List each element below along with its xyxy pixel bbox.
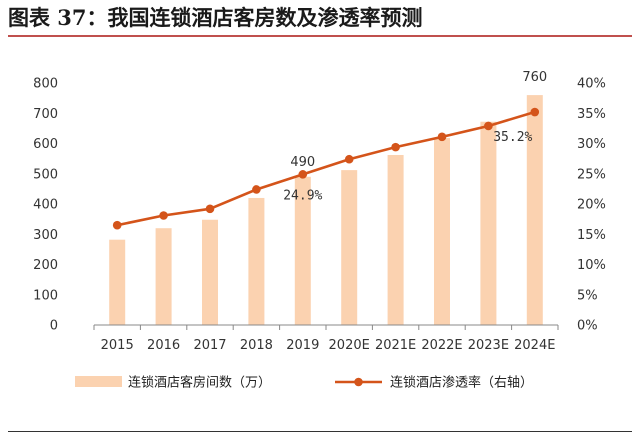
bar-2016 [155,228,172,325]
rate-point-2020E [344,154,354,164]
x-tick-2016: 2016 [147,338,180,353]
rate-point-2019 [298,170,308,179]
x-tick-2018: 2018 [240,338,273,353]
x-tick-2017: 2017 [193,338,226,353]
x-tick-2021E: 2021E [375,338,416,353]
x-tick-2019: 2019 [286,338,319,353]
bar-2024E [526,95,543,325]
rate-point-2018 [252,185,261,194]
bottom-divider [8,431,632,432]
labels-layer: 490 760 24.9% 35.2% [283,70,547,203]
rate-point-2024E [530,107,540,117]
y-left-tick-200: 200 [33,258,58,273]
bar-2020E [341,170,358,325]
x-tick-2024E: 2024E [514,338,555,353]
y-right-tick-40: 40% [577,77,606,92]
y-left-tick-500: 500 [33,167,58,182]
rate-line [116,110,536,227]
x-tick-2023E: 2023E [468,338,509,353]
y-left-tick-100: 100 [33,288,58,303]
y-left-tick-400: 400 [33,198,58,213]
legend-line-label: 连锁酒店渗透率（右轴） [390,375,533,391]
y-left-tick-600: 600 [33,137,58,152]
y-right-tick-0: 0% [577,319,598,334]
bar-2021E [387,154,404,325]
bar-2017 [202,219,218,325]
rate-point-2022E [437,132,447,142]
figure-title: 图表 37：我国连锁酒店客房数及渗透率预测 [8,5,423,30]
rate-point-2015 [112,220,122,230]
legend-bar-label: 连锁酒店客房间数（万） [128,375,271,391]
bar-2015 [109,239,126,325]
y-left-tick-300: 300 [33,228,58,243]
bars-layer [109,95,543,325]
y-right-tick-15: 15% [577,228,606,243]
y-right-tick-35: 35% [577,107,606,122]
bar-2023E [480,121,497,325]
legend-bar-swatch [75,376,122,387]
bar-value-label-2024E: 760 [522,70,547,85]
rate-point-2016 [159,211,168,220]
bar-value-label-2019: 490 [290,155,315,170]
bar-2022E [434,138,450,325]
axes-layer: 0 100 200 300 400 500 600 700 800 0% 5% 10% 15% 20% 25… [33,77,606,354]
y-right-tick-5: 5% [577,288,598,303]
title-divider [8,35,632,37]
y-right-tick-25: 25% [577,167,606,182]
y-right-tick-20: 20% [577,198,606,213]
legend: 连锁酒店客房间数（万） 连锁酒店渗透率（右轴） [75,375,533,391]
x-tick-2022E: 2022E [421,338,462,353]
legend-line-marker [354,377,363,387]
rate-point-2017 [205,204,215,214]
line-layer [112,107,540,230]
rate-value-label-2024E: 35.2% [493,130,532,145]
rate-value-label-2019: 24.9% [283,188,322,203]
rate-point-2023E [484,121,493,131]
y-right-tick-30: 30% [577,137,606,152]
bar-2019 [294,176,311,325]
y-right-tick-10: 10% [577,258,606,273]
y-left-tick-800: 800 [33,77,58,92]
x-tick-2015: 2015 [101,338,134,353]
y-left-tick-0: 0 [50,319,58,334]
y-left-tick-700: 700 [33,107,58,122]
x-tick-2020E: 2020E [329,338,370,353]
bar-2018 [248,197,265,325]
rate-point-2021E [391,142,400,152]
